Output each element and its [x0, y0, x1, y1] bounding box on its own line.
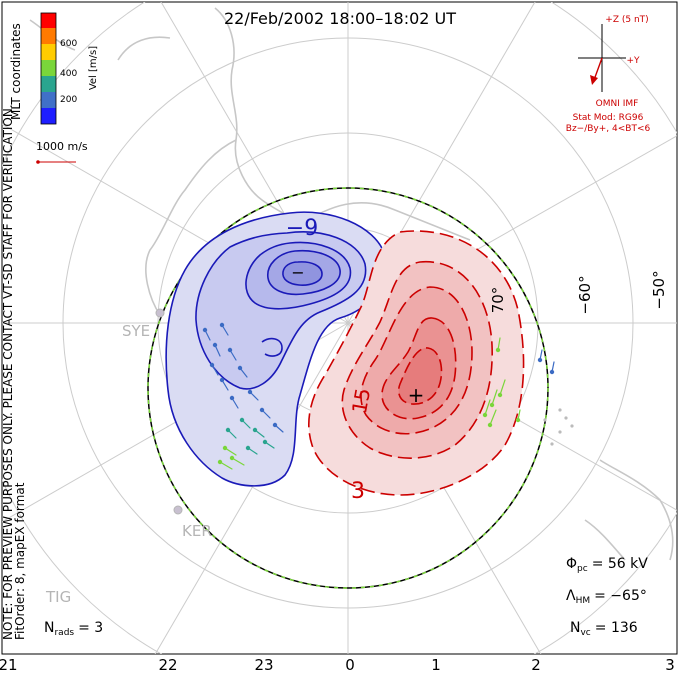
mlt-hour-label: 2: [531, 656, 541, 674]
fit-order-note: FitOrder: 8, mapEX format: [13, 482, 27, 640]
station-markers: [155, 308, 183, 515]
coastlines: [29, 7, 674, 561]
colorbar-swatch: [41, 28, 56, 44]
colorbar-tick-400: 400: [60, 69, 77, 79]
lat-label-60: −60°: [576, 275, 594, 314]
mlt-hour-label: 0: [345, 656, 355, 674]
colorbar-label: Vel [m/s]: [88, 46, 99, 90]
stats-phi: Φpc = 56 kV: [566, 556, 648, 574]
hm-boundary-dash: [147, 187, 549, 589]
station-label-tig: TIG: [45, 588, 71, 606]
potential-maximum-marker: +: [408, 383, 425, 407]
mlt-coordinates-label: MLT coordinates: [9, 23, 23, 120]
contour-label-negative: −9: [286, 216, 318, 241]
plot-title: 22/Feb/2002 18:00–18:02 UT: [224, 9, 456, 28]
colorbar-tick-200: 200: [60, 95, 77, 105]
imf-stat-mod: Stat Mod: RG96: [573, 113, 644, 123]
svg-text:ΛHM= −65°: ΛHM = −65°: [566, 588, 647, 606]
svg-text:Nvc= 136: Nvc = 136: [570, 620, 638, 638]
colorbar-swatch: [41, 108, 56, 124]
mlt-hour-label: 21: [0, 656, 18, 674]
mlt-hour-label: 3: [665, 656, 675, 674]
stats-nrads: Nrads = 3: [44, 620, 103, 638]
vector-scale: 1000 m/s: [36, 140, 88, 164]
contour-label-positive: 15: [347, 386, 375, 415]
plot-frame: [1, 1, 678, 655]
vector-field: [202, 322, 574, 470]
colorbar-tick-600: 600: [60, 39, 77, 49]
lat-label-70: 70°: [489, 287, 507, 314]
colorbar-swatch: [41, 60, 56, 76]
colorbar-swatch: [41, 44, 56, 60]
colorbar-swatch: [41, 76, 56, 92]
imf-bz-label: +Z (5 nT): [605, 15, 648, 25]
imf-source: OMNI IMF: [596, 99, 639, 109]
colorbar: 600 400 200 Vel [m/s]: [40, 12, 99, 125]
contour-label-outer: 3: [351, 479, 365, 504]
colorbar-swatch: [41, 13, 56, 28]
dawn-cell: [308, 230, 525, 496]
station-label-ker: KER: [182, 522, 212, 540]
potential-minimum-marker: −: [291, 263, 304, 282]
imf-stat-condition: Bz−/By+, 4<BT<6: [566, 124, 651, 134]
mlt-hour-label: 22: [158, 656, 177, 674]
svg-text:Nrads= 3: Nrads = 3: [44, 620, 103, 638]
lat-label-50: −50°: [650, 270, 668, 309]
colorbar-swatch: [41, 92, 56, 108]
vector-scale-label: 1000 m/s: [36, 140, 88, 153]
mlt-hour-axis: 21 22 23 0 1 2 3: [0, 656, 675, 674]
station-label-sye: SYE: [122, 322, 150, 340]
dusk-cell: [165, 211, 387, 487]
stats-nvc: Nvc = 136: [570, 620, 638, 638]
stats-hm: ΛHM = −65°: [566, 588, 647, 606]
mlt-hour-label: 23: [254, 656, 273, 674]
imf-by-label: +Y: [626, 56, 640, 66]
svg-text:Φpc= 56 kV: Φpc = 56 kV: [566, 556, 648, 574]
imf-clock: +Z (5 nT) +Y OMNI IMF Stat Mod: RG96 Bz−…: [566, 15, 651, 134]
preview-note: NOTE: FOR PREVIEW PURPOSES ONLY. PLEASE …: [1, 104, 15, 640]
mlt-hour-label: 1: [431, 656, 441, 674]
